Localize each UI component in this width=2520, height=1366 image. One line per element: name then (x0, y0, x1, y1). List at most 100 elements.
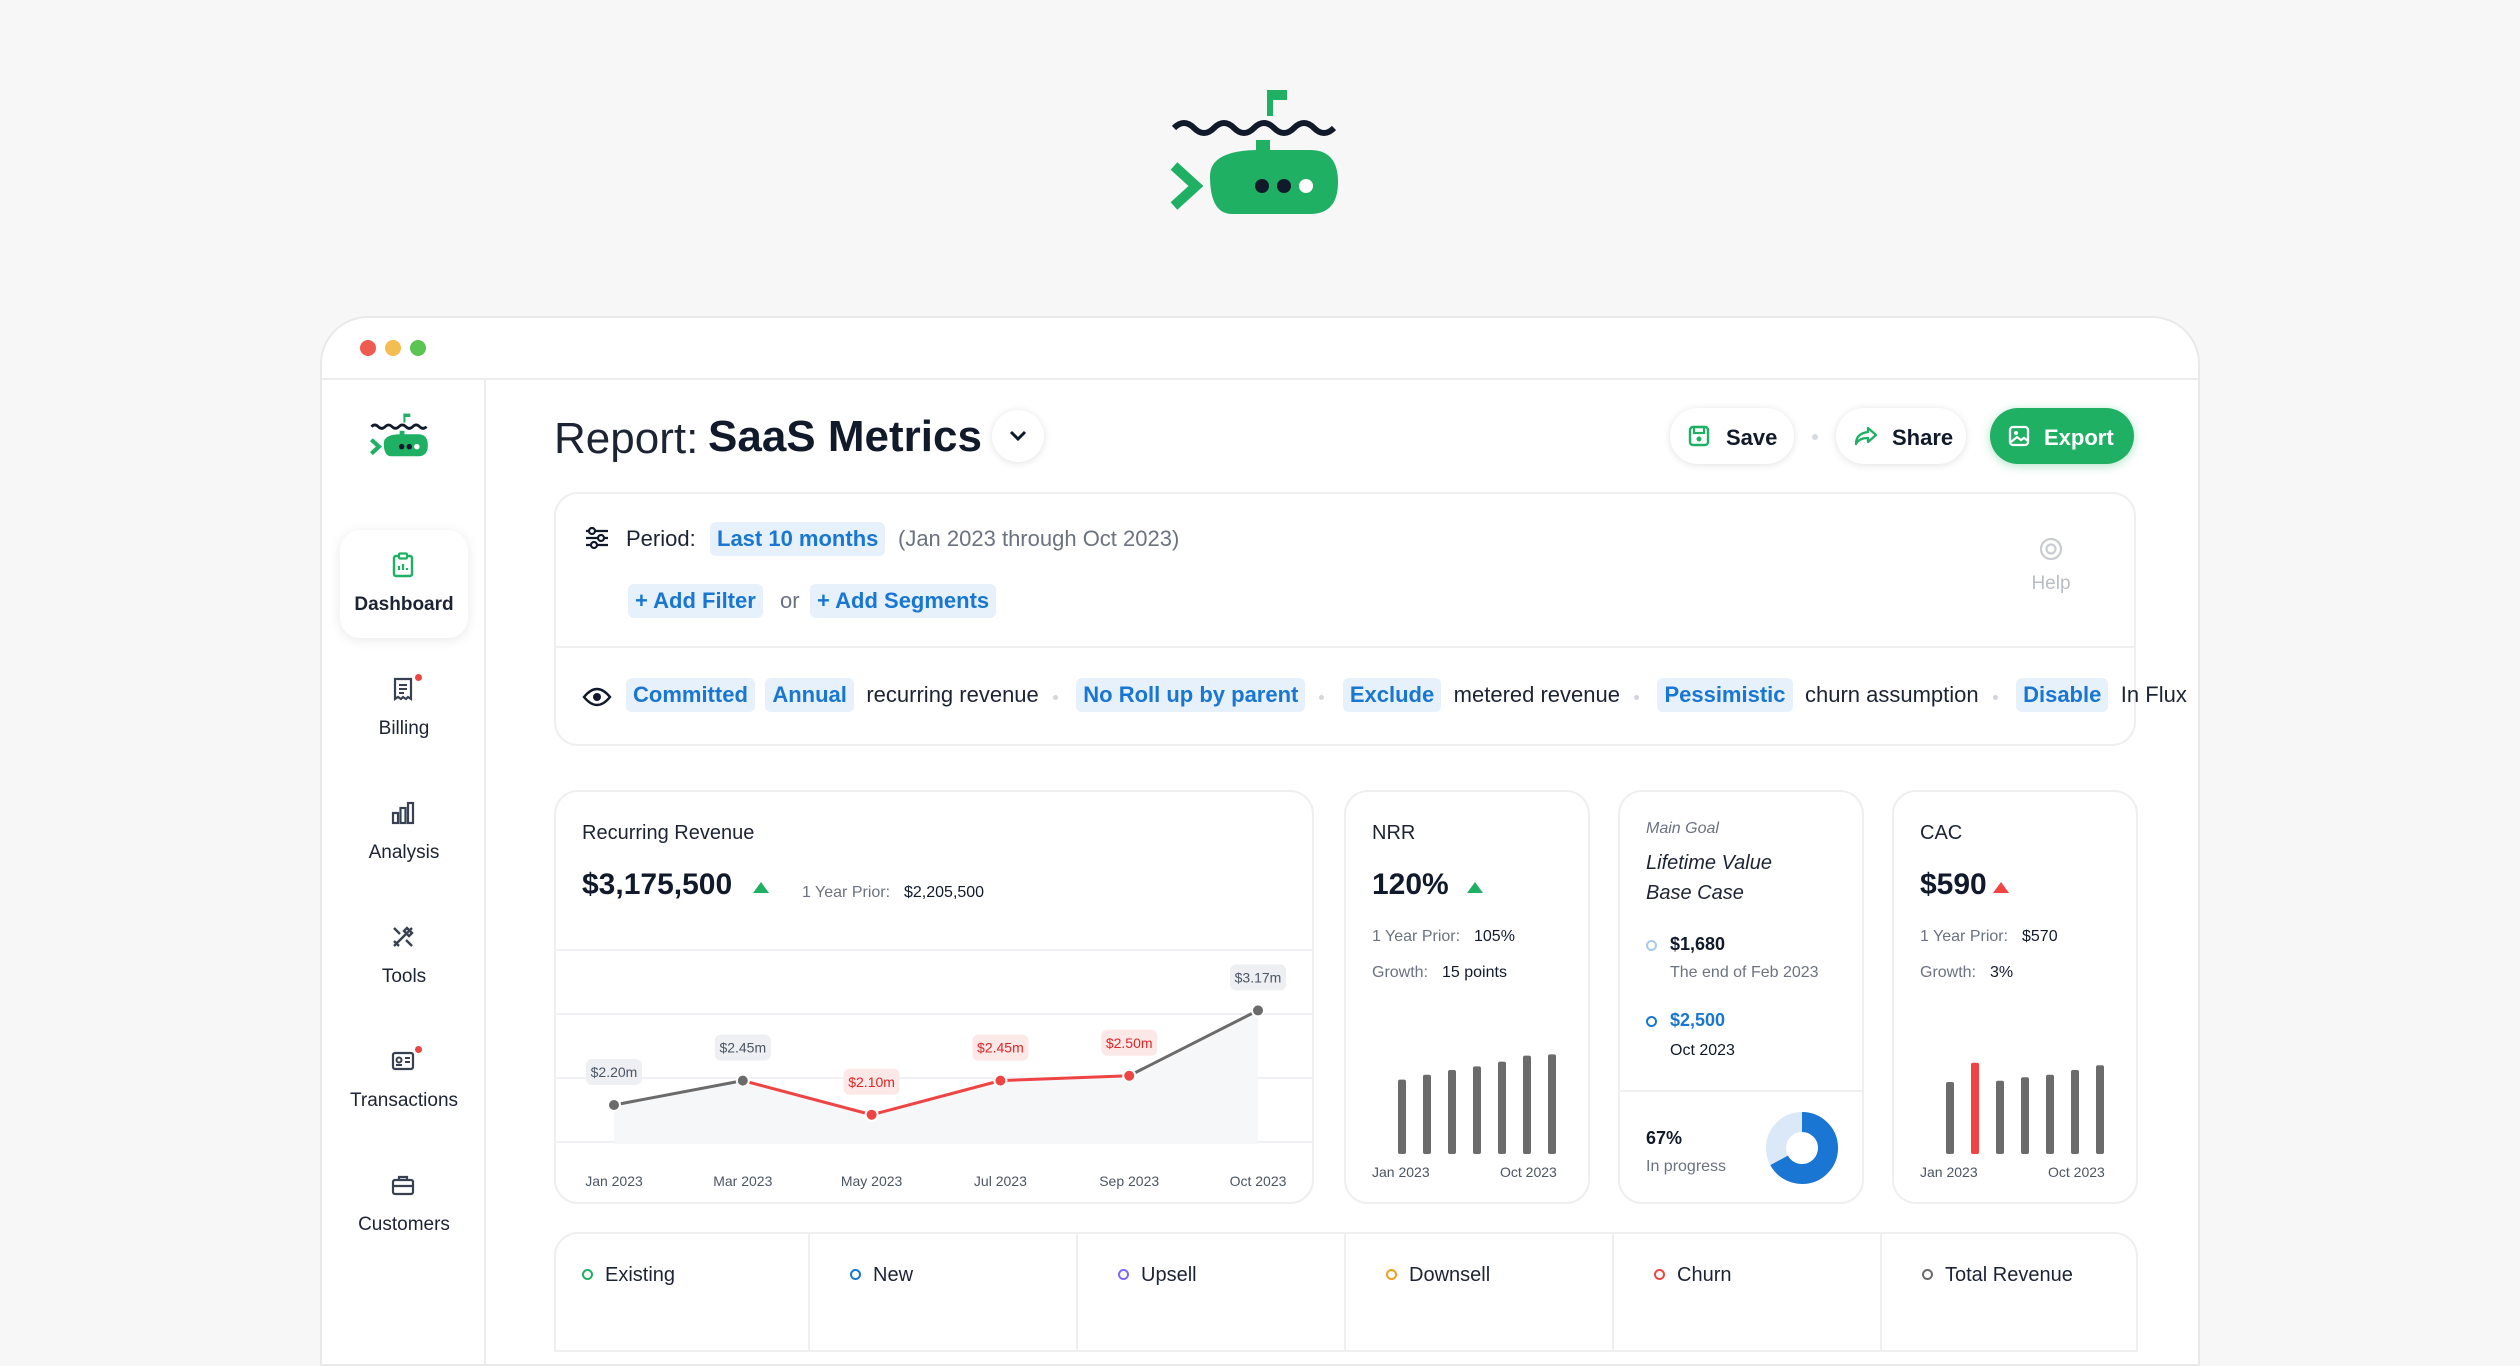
pessimistic-chip[interactable]: Pessimistic (1657, 678, 1793, 712)
committed-chip[interactable]: Committed (626, 678, 755, 712)
x-axis-start: Jan 2023 (1372, 1164, 1430, 1180)
share-icon (1854, 426, 1878, 446)
separator-dot (1319, 695, 1325, 701)
sidebar-item-analysis[interactable]: Analysis (340, 778, 468, 886)
separator-dot (1052, 695, 1058, 701)
legend-label: Upsell (1141, 1264, 1197, 1286)
x-axis-end: Oct 2023 (1500, 1164, 1557, 1180)
share-button[interactable]: Share (1836, 408, 1966, 464)
sidebar-logo (370, 413, 428, 457)
sidebar-item-label: Dashboard (354, 594, 454, 615)
clipboard-chart-icon (392, 552, 414, 578)
bar (1523, 1055, 1531, 1154)
bar (2021, 1077, 2029, 1154)
period-value-chip[interactable]: Last 10 months (710, 522, 886, 556)
report-dropdown-button[interactable] (992, 410, 1044, 462)
page-title: SaaS Metrics (708, 412, 982, 461)
churn-text: churn assumption (1804, 682, 1979, 707)
x-tick-label: May 2023 (841, 1173, 903, 1189)
data-label-bg (972, 1034, 1029, 1061)
progress-label: In progress (1646, 1158, 1727, 1175)
data-point (1122, 1068, 1137, 1083)
x-tick-label: Sep 2023 (1099, 1173, 1159, 1189)
legend-divider (1344, 1234, 1346, 1350)
id-card-icon (391, 1051, 415, 1071)
sidebar-item-transactions[interactable]: Transactions (340, 1026, 468, 1134)
notification-dot (413, 672, 424, 683)
chevron-down-icon (1009, 430, 1027, 442)
legend-item-new[interactable]: New (850, 1264, 913, 1287)
export-button[interactable]: Export (1990, 408, 2134, 464)
settings-row: Committed Annual recurring revenue No Ro… (626, 678, 2198, 712)
growth-label: Growth: (1920, 964, 1977, 981)
main-content: Report: SaaS Metrics Save Share Export P… (486, 380, 2198, 1364)
sliders-icon (586, 526, 608, 550)
close-window-button[interactable] (360, 340, 376, 356)
prior-value: $2,205,500 (904, 884, 985, 901)
goal-marker-1 (1646, 940, 1657, 951)
main-goal-card[interactable]: Main Goal Lifetime Value Base Case $1,68… (1618, 790, 1864, 1204)
legend-item-upsell[interactable]: Upsell (1118, 1264, 1197, 1287)
separator-dot (1633, 695, 1639, 701)
legend-divider (808, 1234, 810, 1350)
data-label-bg (714, 1034, 771, 1061)
bar (1548, 1054, 1556, 1154)
goal-value-2-label: Oct 2023 (1670, 1042, 1735, 1059)
nrr-bar-chart (1398, 1054, 1556, 1154)
card-value: $590 (1920, 868, 1987, 901)
sidebar-item-tools[interactable]: Tools (340, 902, 468, 1010)
or-label: or (780, 588, 800, 613)
report-prefix: Report: (554, 414, 699, 463)
nrr-card[interactable]: NRR 120% 1 Year Prior: 105% Growth: 15 p… (1344, 790, 1590, 1204)
progress-donut (1766, 1112, 1838, 1184)
bar (2096, 1065, 2104, 1154)
legend-label: New (873, 1264, 914, 1286)
prior-value: 105% (1474, 928, 1515, 945)
rollup-chip[interactable]: No Roll up by parent (1076, 678, 1306, 712)
annual-chip[interactable]: Annual (765, 678, 854, 712)
sidebar-item-dashboard[interactable]: Dashboard (340, 530, 468, 638)
add-filter-button[interactable]: + Add Filter (628, 584, 763, 618)
growth-label: Growth: (1372, 964, 1429, 981)
growth-value: 15 points (1442, 964, 1507, 981)
revenue-line-chart: $2.20m Jan 2023 $2.45m Mar 2023 $2.10m May 20… (556, 949, 1312, 1189)
sidebar-item-label: Tools (381, 966, 427, 987)
maximize-window-button[interactable] (410, 340, 426, 356)
tools-icon (393, 926, 414, 947)
legend-item-downsell[interactable]: Downsell (1386, 1264, 1490, 1287)
legend-label: Downsell (1409, 1264, 1491, 1286)
sidebar-item-billing[interactable]: Billing (340, 654, 468, 762)
legend-item-existing[interactable]: Existing (582, 1264, 675, 1287)
app-window: Dashboard Billing Analysis Tools Transac… (320, 316, 2200, 1366)
data-label-bg (843, 1068, 900, 1095)
goal-value-1: $1,680 (1670, 934, 1726, 954)
panel-divider (556, 646, 2134, 648)
legend-item-total-revenue[interactable]: Total Revenue (1922, 1264, 2073, 1287)
recurring-revenue-card[interactable]: Recurring Revenue $3,175,500 1 Year Prio… (554, 790, 1314, 1204)
series-line-segment (1128, 1009, 1259, 1078)
disable-chip[interactable]: Disable (2016, 678, 2109, 712)
data-point (864, 1107, 879, 1122)
sidebar-item-label: Billing (378, 718, 430, 739)
x-axis-start: Jan 2023 (1920, 1164, 1978, 1180)
bar (1498, 1061, 1506, 1154)
data-label-bg (586, 1059, 642, 1085)
metered-text: metered revenue (1453, 682, 1620, 707)
lifebuoy-icon (2039, 537, 2063, 561)
bar (2071, 1070, 2079, 1154)
minimize-window-button[interactable] (385, 340, 401, 356)
briefcase-icon (391, 1175, 415, 1196)
save-button[interactable]: Save (1670, 408, 1794, 464)
help-label: Help (2031, 573, 2071, 594)
sidebar: Dashboard Billing Analysis Tools Transac… (322, 380, 486, 1364)
sidebar-item-customers[interactable]: Customers (340, 1150, 468, 1258)
legend-item-churn[interactable]: Churn (1654, 1264, 1731, 1287)
exclude-chip[interactable]: Exclude (1342, 678, 1442, 712)
help-button[interactable]: Help (2016, 536, 2086, 606)
add-segments-button[interactable]: + Add Segments (810, 584, 997, 618)
receipt-icon (393, 677, 413, 702)
bar (1996, 1080, 2004, 1154)
bar (1398, 1079, 1406, 1154)
trend-up-icon (1993, 882, 2009, 893)
cac-card[interactable]: CAC $590 1 Year Prior: $570 Growth: 3% J… (1892, 790, 2138, 1204)
